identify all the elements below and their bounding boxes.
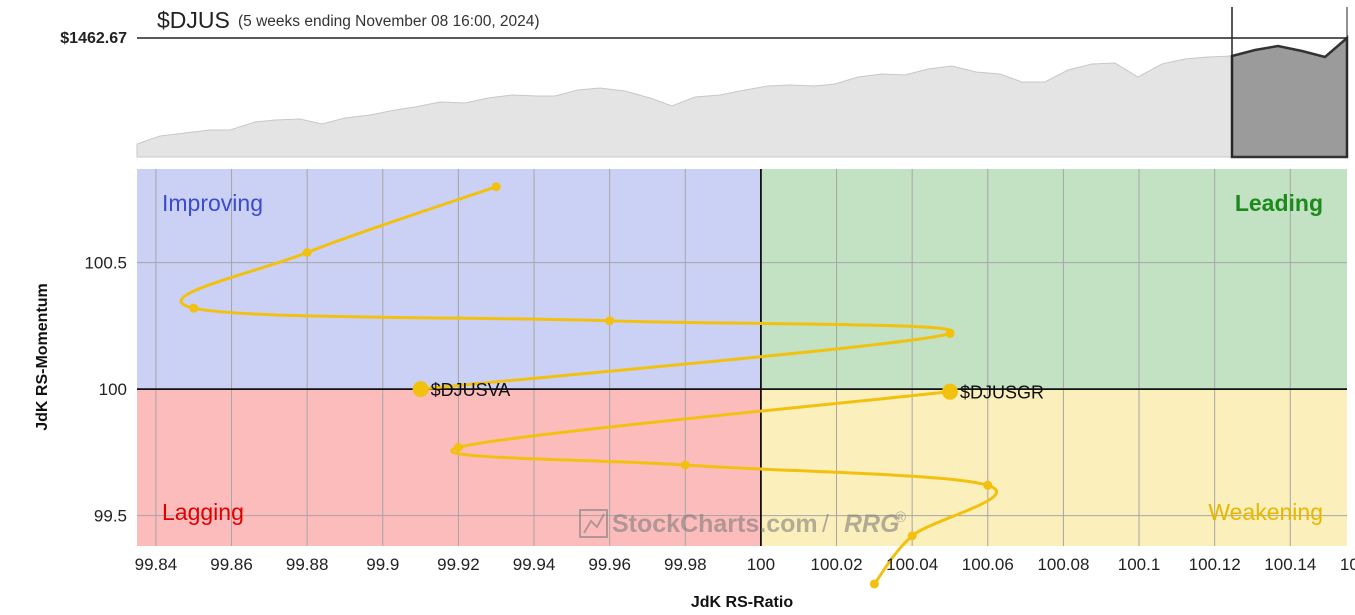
series-label: $DJUSGR bbox=[960, 383, 1044, 403]
tail-point bbox=[680, 460, 690, 470]
y-tick-labels: 99.5 100 100.5 bbox=[84, 254, 127, 526]
price-area-recent bbox=[1230, 35, 1349, 159]
x-tick-label: 100.12 bbox=[1189, 555, 1241, 574]
watermark-registered-mark: ® bbox=[895, 509, 906, 526]
rrg-panel: Improving Leading Lagging Weakening Stoc… bbox=[34, 169, 1355, 611]
x-tick-label: 99.92 bbox=[437, 555, 480, 574]
price-area bbox=[136, 55, 1233, 158]
quadrant-label-weakening: Weakening bbox=[1208, 499, 1323, 525]
quadrant-label-leading: Leading bbox=[1235, 190, 1323, 216]
watermark-product: RRG bbox=[844, 510, 900, 538]
watermark-separator: / bbox=[822, 510, 829, 538]
x-axis-label: JdK RS-Ratio bbox=[691, 594, 793, 611]
tail-head-point bbox=[412, 381, 429, 398]
y-tick-label: 100.5 bbox=[84, 254, 127, 273]
tail-point bbox=[945, 328, 955, 338]
quadrant-leading bbox=[760, 169, 1347, 390]
tail-point bbox=[302, 247, 312, 257]
watermark-logo-chart-icon bbox=[583, 513, 605, 534]
x-tick-label: 99.9 bbox=[366, 555, 399, 574]
y-tick-label: 99.5 bbox=[94, 507, 127, 526]
tail-point bbox=[491, 182, 501, 192]
watermark-brand: StockCharts.com bbox=[612, 510, 818, 538]
x-tick-label: 100.08 bbox=[1037, 555, 1089, 574]
watermark-logo-icon bbox=[579, 509, 608, 538]
chart-symbol: $DJUS bbox=[157, 7, 230, 33]
x-tick-labels: 99.84 99.86 99.88 99.9 99.92 99.94 99.96 99.98 1… bbox=[135, 555, 1355, 574]
tail-point bbox=[907, 531, 917, 541]
x-tick-label: 100.04 bbox=[886, 555, 938, 574]
quadrant-improving bbox=[137, 169, 761, 390]
y-axis-label: JdK RS-Momentum bbox=[34, 283, 51, 431]
x-tick-label: 99.88 bbox=[286, 555, 329, 574]
series-label: $DJUSVA bbox=[431, 380, 511, 400]
quadrant-lagging bbox=[137, 389, 761, 546]
x-tick-label: 99.86 bbox=[210, 555, 253, 574]
x-tick-label: 100.02 bbox=[811, 555, 863, 574]
tail-point bbox=[605, 316, 615, 326]
tail-point bbox=[453, 442, 463, 452]
x-tick-label: 99.96 bbox=[588, 555, 631, 574]
tail-point bbox=[983, 480, 993, 490]
tail-point bbox=[189, 303, 199, 313]
x-tick-label: 100.06 bbox=[962, 555, 1014, 574]
quadrant-label-lagging: Lagging bbox=[162, 499, 244, 525]
rotation-tails: $DJUSVA $DJUSGR bbox=[179, 182, 1044, 589]
chart-subtitle: (5 weeks ending November 08 16:00, 2024) bbox=[238, 13, 540, 30]
x-tick-label: 99.84 bbox=[135, 555, 178, 574]
tail-head-point bbox=[941, 383, 958, 400]
x-tick-label: 99.94 bbox=[513, 555, 556, 574]
price-label: $1462.67 bbox=[60, 30, 127, 47]
price-panel: $DJUS (5 weeks ending November 08 16:00,… bbox=[60, 7, 1349, 159]
stockcharts-watermark: StockCharts.com / RRG ® bbox=[579, 509, 906, 538]
x-tick-label: 100.16 bbox=[1340, 555, 1355, 574]
quadrant-weakening bbox=[760, 389, 1347, 546]
x-tick-label: 100.1 bbox=[1118, 555, 1161, 574]
quadrant-label-improving: Improving bbox=[162, 190, 263, 216]
tail-point bbox=[869, 579, 879, 589]
x-tick-label: 99.98 bbox=[664, 555, 707, 574]
y-tick-label: 100 bbox=[99, 380, 127, 399]
x-tick-label: 100 bbox=[747, 555, 775, 574]
x-tick-label: 100.14 bbox=[1264, 555, 1316, 574]
